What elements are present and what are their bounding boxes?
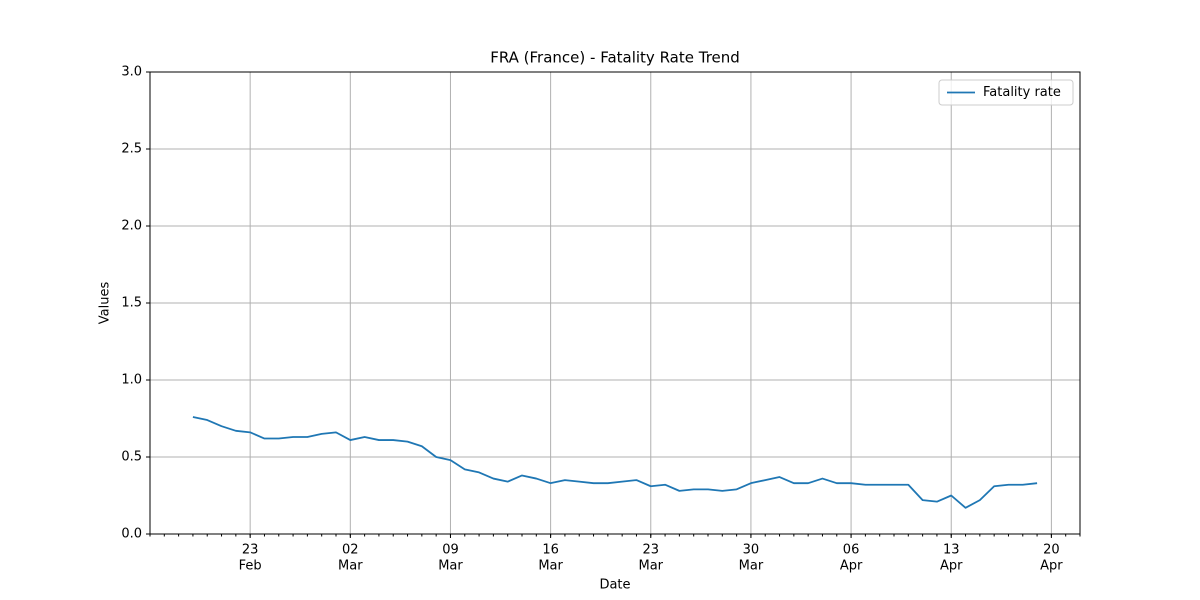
legend-label: Fatality rate bbox=[983, 85, 1061, 100]
line-series bbox=[192, 416, 1038, 509]
x-tick-label: 13 bbox=[943, 543, 960, 558]
x-tick-label: 30 bbox=[743, 543, 760, 558]
y-axis-label: Values bbox=[98, 282, 113, 325]
x-tick-label: Mar bbox=[639, 559, 664, 574]
legend-box bbox=[938, 79, 1074, 106]
x-tick-label: Mar bbox=[438, 559, 463, 574]
y-tick-label: 2.5 bbox=[121, 142, 142, 157]
x-tick-label: 06 bbox=[843, 543, 860, 558]
chart-title: FRA (France) - Fatality Rate Trend bbox=[490, 49, 740, 67]
x-tick-label: 16 bbox=[542, 543, 559, 558]
y-tick-label: 2.0 bbox=[121, 219, 142, 234]
y-tick-label: 0.5 bbox=[121, 450, 142, 465]
y-tick-label: 1.0 bbox=[121, 373, 142, 388]
plot-frame bbox=[149, 71, 1081, 535]
x-tick-label: Mar bbox=[538, 559, 563, 574]
x-tick-label: 23 bbox=[242, 543, 259, 558]
x-axis-label: Date bbox=[599, 578, 630, 593]
y-tick-label: 1.5 bbox=[121, 296, 142, 311]
x-tick-label: 02 bbox=[342, 543, 359, 558]
x-tick-label: Mar bbox=[338, 559, 363, 574]
x-tick-label: Apr bbox=[940, 559, 963, 574]
x-tick-label: 09 bbox=[442, 543, 459, 558]
y-tick-label: 0.0 bbox=[121, 527, 142, 542]
x-tick-label: 23 bbox=[642, 543, 659, 558]
x-tick-label: 20 bbox=[1043, 543, 1060, 558]
y-tick-label: 3.0 bbox=[121, 65, 142, 80]
x-tick-label: Mar bbox=[739, 559, 764, 574]
x-tick-label: Feb bbox=[239, 559, 262, 574]
x-tick-label: Apr bbox=[1040, 559, 1063, 574]
x-tick-label: Apr bbox=[840, 559, 863, 574]
